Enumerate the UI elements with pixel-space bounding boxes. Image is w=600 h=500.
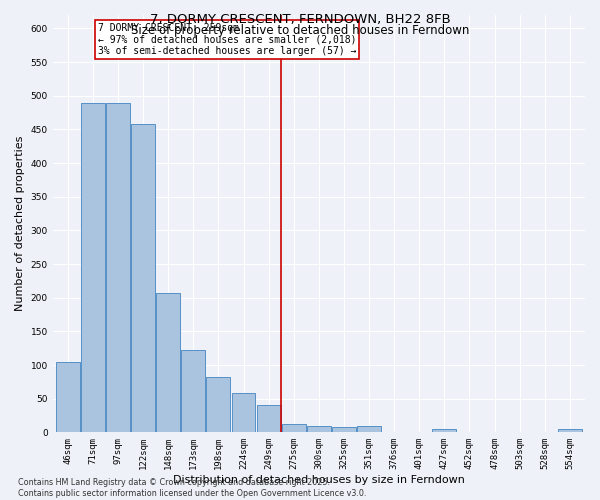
Bar xyxy=(206,377,230,432)
Bar xyxy=(106,102,130,432)
Bar xyxy=(181,350,205,432)
Bar xyxy=(156,293,180,432)
Bar xyxy=(357,426,381,432)
Bar xyxy=(282,424,305,432)
Bar xyxy=(433,429,457,432)
Bar xyxy=(56,362,80,432)
Text: 7, DORMY CRESCENT, FERNDOWN, BH22 8FB: 7, DORMY CRESCENT, FERNDOWN, BH22 8FB xyxy=(149,12,451,26)
Bar xyxy=(332,427,356,432)
Y-axis label: Number of detached properties: Number of detached properties xyxy=(15,136,25,312)
Bar xyxy=(558,429,582,432)
Bar xyxy=(307,426,331,432)
Bar xyxy=(81,102,105,432)
Bar xyxy=(131,124,155,432)
X-axis label: Distribution of detached houses by size in Ferndown: Distribution of detached houses by size … xyxy=(173,475,465,485)
Text: Size of property relative to detached houses in Ferndown: Size of property relative to detached ho… xyxy=(131,24,469,37)
Text: Contains HM Land Registry data © Crown copyright and database right 2025.
Contai: Contains HM Land Registry data © Crown c… xyxy=(18,478,367,498)
Text: 7 DORMY CRESCENT: 259sqm
← 97% of detached houses are smaller (2,018)
3% of semi: 7 DORMY CRESCENT: 259sqm ← 97% of detach… xyxy=(98,23,356,56)
Bar xyxy=(232,394,256,432)
Bar xyxy=(257,406,281,432)
